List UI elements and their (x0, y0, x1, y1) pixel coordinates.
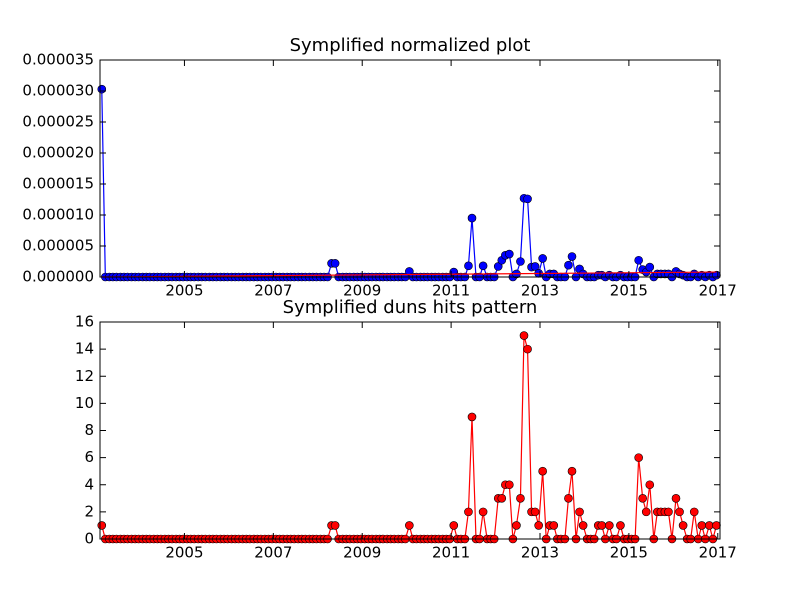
data-point (478, 507, 488, 517)
x-tick-label: 2015 (610, 544, 648, 562)
y-tick-label: 16 (75, 313, 94, 331)
y-tick-label: 6 (84, 448, 94, 466)
data-point (616, 521, 625, 530)
y-tick-label: 0.000015 (22, 175, 94, 193)
x-tick-label: 2007 (254, 282, 292, 300)
data-point (534, 521, 543, 530)
data-point (519, 331, 529, 340)
y-tick-label: 0.000000 (22, 268, 94, 286)
data-point (405, 521, 414, 530)
x-tick-label: 2013 (521, 544, 559, 562)
y-tick-label: 0.000035 (22, 51, 94, 69)
y-tick-label: 0.000020 (22, 144, 94, 162)
data-point (597, 521, 607, 530)
y-tick-label: 0.000030 (22, 82, 94, 100)
x-tick-label: 2009 (343, 544, 381, 562)
data-point (575, 507, 584, 517)
data-point (567, 252, 577, 261)
data-point (523, 344, 532, 354)
y-tick-label: 4 (84, 475, 94, 493)
data-point (505, 480, 514, 490)
axes-frame (99, 59, 721, 278)
chart-title: Symplified normalized plot (290, 35, 531, 56)
data-point (538, 254, 547, 263)
axes-frame (99, 321, 721, 540)
data-point (497, 494, 507, 503)
data-point (641, 507, 651, 517)
x-tick-label: 2011 (432, 544, 470, 562)
x-tick-label: 2005 (165, 544, 203, 562)
y-tick-label: 14 (75, 340, 94, 358)
data-point (516, 494, 525, 503)
data-point (634, 453, 643, 462)
data-point (530, 262, 540, 271)
data-point (605, 521, 614, 530)
x-tick-label: 2011 (432, 282, 470, 300)
data-point (516, 257, 525, 266)
data-point (530, 507, 540, 517)
y-tick-label: 0.000010 (22, 206, 94, 224)
data-point (564, 260, 573, 270)
data-point (578, 521, 588, 530)
y-tick-label: 0 (84, 530, 94, 548)
x-tick-label: 2005 (165, 282, 203, 300)
data-point (538, 466, 547, 476)
x-tick-label: 2017 (699, 282, 737, 300)
data-point (523, 194, 532, 204)
x-tick-label: 2009 (343, 282, 381, 300)
data-point (478, 261, 488, 271)
data-point (464, 261, 473, 271)
data-point (512, 521, 521, 530)
data-point (97, 521, 107, 530)
series-line (101, 271, 717, 278)
x-tick-label: 2017 (699, 544, 737, 562)
data-point (467, 412, 477, 422)
data-point (505, 249, 514, 259)
data-point (689, 507, 699, 517)
data-point (712, 521, 721, 530)
data-point (549, 521, 559, 530)
data-point (564, 494, 573, 503)
y-tick-label: 10 (75, 394, 94, 412)
data-point (330, 521, 340, 530)
y-tick-label: 2 (84, 502, 94, 520)
data-point (634, 255, 643, 265)
data-point (664, 507, 673, 517)
panel: Symplified duns hits pattern 0 2 4 6 8 10 12 14 1… (75, 297, 737, 562)
data-point (638, 494, 647, 503)
data-point (645, 262, 655, 272)
series-line (101, 89, 717, 279)
data-point (464, 507, 473, 517)
chart-title: Symplified duns hits pattern (283, 297, 538, 318)
y-tick-label: 0.000025 (22, 113, 94, 131)
data-point (330, 259, 340, 268)
series-line (101, 335, 718, 542)
y-tick-label: 8 (84, 421, 94, 439)
data-point (449, 521, 459, 530)
data-point (705, 521, 714, 530)
data-point (678, 521, 688, 530)
x-tick-label: 2007 (254, 544, 292, 562)
y-tick-label: 0.000005 (22, 237, 94, 255)
data-point (671, 494, 681, 503)
x-tick-label: 2015 (610, 282, 648, 300)
data-point (645, 480, 655, 490)
data-point (697, 521, 707, 530)
x-tick-label: 2013 (521, 282, 559, 300)
panel: Symplified normalized plot 0.000000 0.0000… (22, 35, 736, 300)
data-point (467, 213, 477, 223)
data-point (97, 84, 107, 94)
data-point (675, 507, 684, 517)
data-point (567, 466, 577, 476)
y-tick-label: 12 (75, 367, 94, 385)
